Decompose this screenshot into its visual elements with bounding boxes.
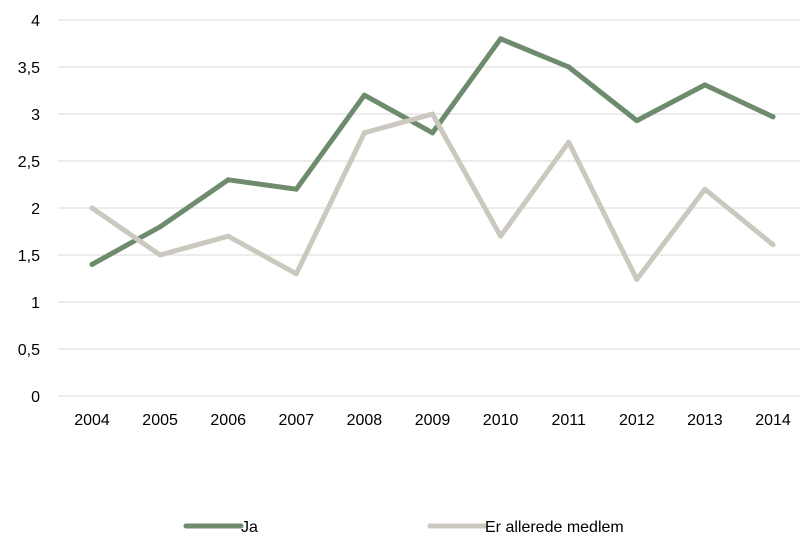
y-tick-label: 3,5 [18,60,40,77]
x-tick-label: 2008 [347,412,383,429]
data-point [157,224,163,230]
data-point [430,130,435,136]
data-point [293,271,299,277]
x-axis-tick-labels: 2004 2005 2006 2007 2008 2009 2010 2011 2012 2013… [74,412,791,429]
y-tick-label: 2,5 [18,154,40,171]
data-point [566,64,572,70]
data-point [634,276,640,282]
data-point [770,242,776,248]
x-tick-label: 2006 [210,412,246,429]
y-tick-label: 1 [31,295,40,312]
x-tick-label: 2007 [279,412,315,429]
data-point [361,92,367,98]
x-tick-label: 2005 [142,412,178,429]
x-tick-label: 2004 [74,412,110,429]
y-tick-label: 1,5 [18,248,40,265]
y-axis-tick-labels: 0 0,5 1 1,5 2 2,5 3 3,5 4 [18,13,40,406]
legend-label: Er allerede medlem [485,519,624,536]
x-tick-label: 2014 [755,412,791,429]
data-point [89,261,95,267]
y-tick-label: 3 [31,107,40,124]
data-point [498,233,504,239]
y-tick-label: 0 [31,389,40,406]
data-point [634,118,640,124]
data-point [225,177,231,183]
data-point [566,139,572,145]
x-tick-label: 2011 [551,412,586,429]
legend: Ja Er allerede medlem [183,519,624,536]
grid-lines [58,19,800,397]
data-point [702,82,708,88]
data-point [225,233,231,239]
x-tick-label: 2012 [619,412,655,429]
x-tick-label: 2009 [415,412,451,429]
data-point [89,205,95,211]
data-point [498,36,504,42]
x-tick-label: 2013 [687,412,723,429]
data-point [702,186,708,192]
x-tick-label: 2010 [483,412,519,429]
y-tick-label: 0,5 [18,342,40,359]
legend-label: Ja [241,519,258,536]
data-point [293,186,299,192]
data-point [770,114,776,120]
data-point [361,130,367,136]
series-lines [89,36,776,282]
y-tick-label: 4 [31,13,40,30]
data-point [430,111,435,117]
data-point [157,252,163,258]
y-tick-label: 2 [31,201,40,218]
